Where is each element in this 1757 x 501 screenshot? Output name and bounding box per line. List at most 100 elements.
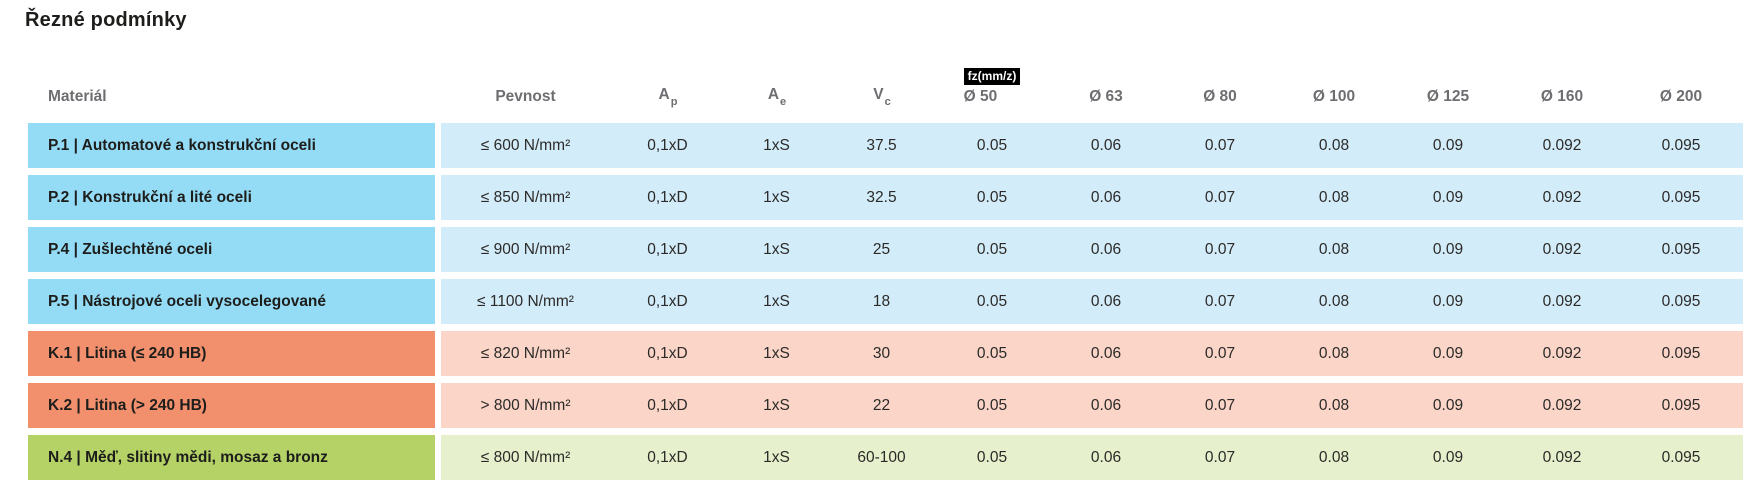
pevnost-value: ≤ 900 N/mm²	[480, 240, 571, 258]
fz-value-d50: 0.05	[976, 344, 1008, 362]
ap-value: 0,1xD	[647, 188, 688, 206]
column-header-d50: fz(mm/z) Ø 50	[935, 67, 1049, 123]
material-cell: K.2 | Litina (> 240 HB)	[28, 383, 435, 428]
fz-value-d200: 0.095	[1661, 344, 1701, 362]
fz-value-d80: 0.07	[1204, 136, 1236, 154]
fz-value-d125: 0.09	[1432, 240, 1464, 258]
fz-value-d50: 0.05	[976, 448, 1008, 466]
fz-value-d160: 0.092	[1542, 292, 1582, 310]
fz-value-d80: 0.07	[1204, 292, 1236, 310]
row-values: ≤ 1100 N/mm² 0,1xD 1xS 18 0.05 0.06 0.07…	[441, 279, 1743, 324]
vc-value: 60-100	[857, 448, 906, 466]
fz-value-d200: 0.095	[1661, 448, 1701, 466]
table-row: P.2 | Konstrukční a lité oceli ≤ 850 N/m…	[28, 175, 1743, 220]
table-row: K.1 | Litina (≤ 240 HB) ≤ 820 N/mm² 0,1x…	[28, 331, 1743, 376]
column-header-d200: Ø 200	[1659, 88, 1703, 105]
material-cell: P.4 | Zušlechtěné oceli	[28, 227, 435, 272]
ae-value: 1xS	[763, 240, 790, 258]
fz-value-d160: 0.092	[1542, 396, 1582, 414]
pevnost-value: ≤ 600 N/mm²	[480, 136, 571, 154]
row-values: ≤ 900 N/mm² 0,1xD 1xS 25 0.05 0.06 0.07 …	[441, 227, 1743, 272]
cutting-conditions-table: Materiál Pevnost Ap Ae Vc fz(mm/z) Ø 50 …	[28, 32, 1743, 480]
pevnost-value: ≤ 820 N/mm²	[480, 344, 571, 362]
ae-value: 1xS	[763, 448, 790, 466]
fz-value-d63: 0.06	[1090, 448, 1122, 466]
fz-value-d80: 0.07	[1204, 396, 1236, 414]
ae-value: 1xS	[763, 188, 790, 206]
table-row: N.4 | Měď, slitiny mědi, mosaz a bronz ≤…	[28, 435, 1743, 480]
table-header-row: Materiál Pevnost Ap Ae Vc fz(mm/z) Ø 50 …	[28, 32, 1743, 123]
fz-value-d200: 0.095	[1661, 292, 1701, 310]
fz-value-d125: 0.09	[1432, 396, 1464, 414]
material-cell: P.1 | Automatové a konstrukční oceli	[28, 123, 435, 168]
column-header-d160: Ø 160	[1540, 88, 1584, 105]
fz-unit-badge: fz(mm/z)	[963, 68, 1021, 85]
fz-value-d63: 0.06	[1090, 240, 1122, 258]
vc-value: 25	[872, 240, 891, 258]
ap-value: 0,1xD	[647, 448, 688, 466]
pevnost-value: > 800 N/mm²	[480, 396, 571, 414]
fz-value-d100: 0.08	[1318, 396, 1350, 414]
fz-value-d63: 0.06	[1090, 188, 1122, 206]
pevnost-value: ≤ 800 N/mm²	[480, 448, 571, 466]
ap-value: 0,1xD	[647, 344, 688, 362]
vc-value: 32.5	[866, 188, 897, 206]
fz-value-d125: 0.09	[1432, 448, 1464, 466]
ap-value: 0,1xD	[647, 240, 688, 258]
column-header-d80: Ø 80	[1203, 88, 1237, 105]
ap-value: 0,1xD	[647, 292, 688, 310]
fz-value-d160: 0.092	[1542, 344, 1582, 362]
table-row: K.2 | Litina (> 240 HB) > 800 N/mm² 0,1x…	[28, 383, 1743, 428]
page-title: Řezné podmínky	[25, 9, 187, 31]
ap-value: 0,1xD	[647, 396, 688, 414]
ap-value: 0,1xD	[647, 136, 688, 154]
pevnost-value: ≤ 850 N/mm²	[480, 188, 571, 206]
fz-value-d100: 0.08	[1318, 136, 1350, 154]
fz-value-d160: 0.092	[1542, 188, 1582, 206]
fz-value-d50: 0.05	[976, 136, 1008, 154]
fz-value-d200: 0.095	[1661, 188, 1701, 206]
ae-value: 1xS	[763, 292, 790, 310]
table-body: P.1 | Automatové a konstrukční oceli ≤ 6…	[28, 123, 1743, 480]
vc-value: 18	[872, 292, 891, 310]
column-header-d100: Ø 100	[1312, 88, 1356, 105]
material-cell: K.1 | Litina (≤ 240 HB)	[28, 331, 435, 376]
fz-value-d50: 0.05	[976, 292, 1008, 310]
ae-value: 1xS	[763, 136, 790, 154]
column-header-ae: Ae	[767, 85, 787, 108]
fz-value-d50: 0.05	[976, 188, 1008, 206]
row-values: ≤ 850 N/mm² 0,1xD 1xS 32.5 0.05 0.06 0.0…	[441, 175, 1743, 220]
ae-value: 1xS	[763, 344, 790, 362]
fz-value-d50: 0.05	[976, 396, 1008, 414]
fz-value-d80: 0.07	[1204, 188, 1236, 206]
fz-value-d125: 0.09	[1432, 292, 1464, 310]
ae-value: 1xS	[763, 396, 790, 414]
fz-value-d100: 0.08	[1318, 448, 1350, 466]
fz-value-d80: 0.07	[1204, 344, 1236, 362]
fz-value-d63: 0.06	[1090, 136, 1122, 154]
diameter-label: Ø 50	[963, 88, 998, 105]
column-header-ap: Ap	[658, 85, 678, 108]
fz-value-d63: 0.06	[1090, 292, 1122, 310]
fz-value-d100: 0.08	[1318, 292, 1350, 310]
fz-value-d100: 0.08	[1318, 344, 1350, 362]
material-cell: N.4 | Měď, slitiny mědi, mosaz a bronz	[28, 435, 435, 480]
fz-value-d50: 0.05	[976, 240, 1008, 258]
fz-value-d160: 0.092	[1542, 240, 1582, 258]
column-header-d125: Ø 125	[1426, 88, 1470, 105]
fz-value-d80: 0.07	[1204, 448, 1236, 466]
fz-value-d100: 0.08	[1318, 188, 1350, 206]
material-cell: P.5 | Nástrojové oceli vysocelegované	[28, 279, 435, 324]
row-values: ≤ 800 N/mm² 0,1xD 1xS 60-100 0.05 0.06 0…	[441, 435, 1743, 480]
row-values: ≤ 600 N/mm² 0,1xD 1xS 37.5 0.05 0.06 0.0…	[441, 123, 1743, 168]
vc-value: 30	[872, 344, 891, 362]
fz-value-d125: 0.09	[1432, 136, 1464, 154]
fz-value-d125: 0.09	[1432, 188, 1464, 206]
table-row: P.5 | Nástrojové oceli vysocelegované ≤ …	[28, 279, 1743, 324]
fz-value-d80: 0.07	[1204, 240, 1236, 258]
row-values: > 800 N/mm² 0,1xD 1xS 22 0.05 0.06 0.07 …	[441, 383, 1743, 428]
table-row: P.1 | Automatové a konstrukční oceli ≤ 6…	[28, 123, 1743, 168]
fz-value-d200: 0.095	[1661, 240, 1701, 258]
column-header-d63: Ø 63	[1089, 88, 1123, 105]
fz-value-d100: 0.08	[1318, 240, 1350, 258]
